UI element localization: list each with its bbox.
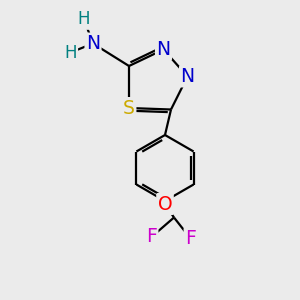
Text: N: N: [156, 40, 171, 59]
Text: H: H: [64, 44, 77, 62]
Text: F: F: [146, 227, 157, 247]
Text: N: N: [180, 67, 195, 86]
Text: N: N: [86, 34, 100, 53]
Text: S: S: [123, 98, 135, 118]
Text: O: O: [158, 194, 172, 214]
Text: H: H: [78, 11, 90, 28]
Text: F: F: [185, 229, 196, 248]
